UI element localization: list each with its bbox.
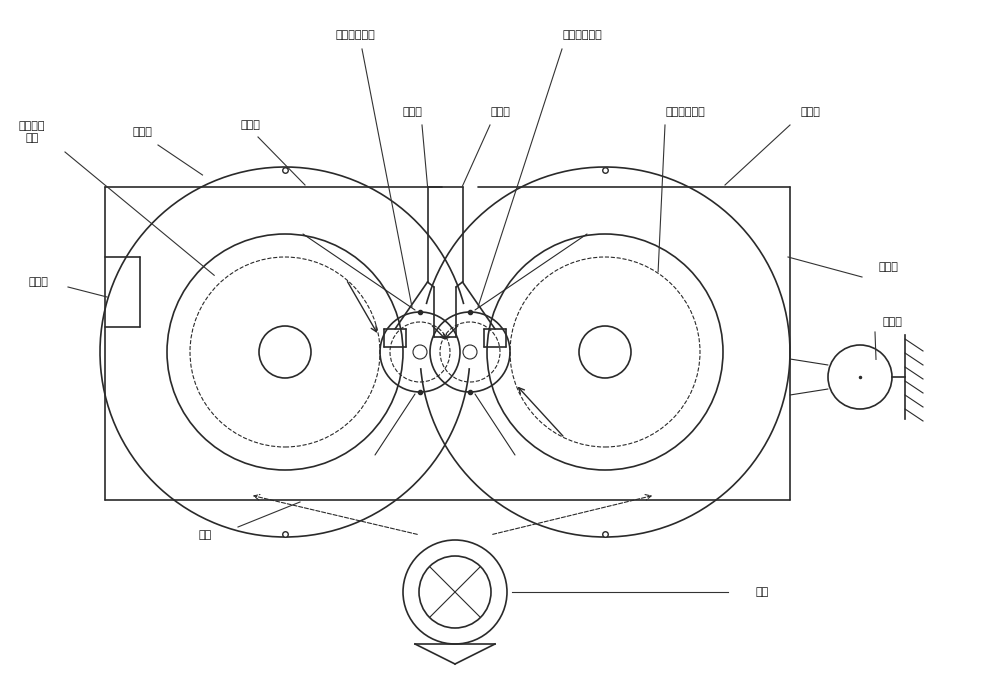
Text: 右挡板: 右挡板: [490, 107, 510, 117]
Text: 定滑轮: 定滑轮: [882, 317, 902, 327]
Text: 左側板: 左側板: [28, 277, 48, 287]
Text: 左辅脱粒辊筒: 左辅脱粒辊筒: [335, 30, 375, 40]
Text: 右压板: 右压板: [800, 107, 820, 117]
Text: 右側板: 右側板: [878, 262, 898, 272]
Text: 脱粒筋: 脱粒筋: [132, 127, 152, 137]
Text: 右主脱粒辊筒: 右主脱粒辊筒: [665, 107, 705, 117]
Text: 左压板: 左压板: [240, 120, 260, 130]
Text: 底板: 底板: [198, 530, 212, 540]
Text: 电机: 电机: [755, 587, 769, 597]
Text: 左挡板: 左挡板: [402, 107, 422, 117]
Text: 右辅脱粒辊筒: 右辅脱粒辊筒: [562, 30, 602, 40]
Text: 左主脱粒
辊筒: 左主脱粒 辊筒: [19, 121, 45, 143]
